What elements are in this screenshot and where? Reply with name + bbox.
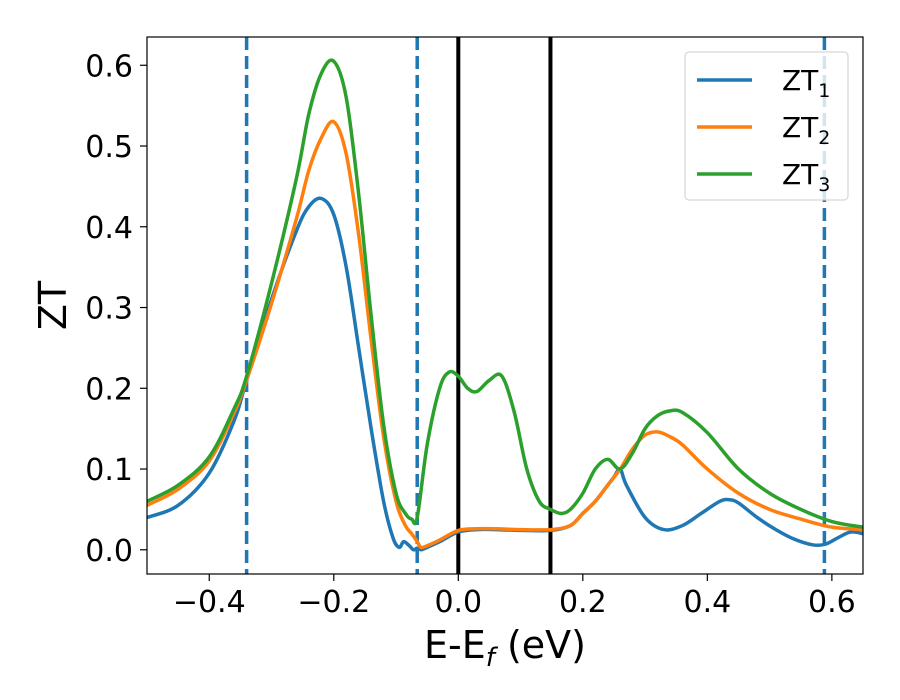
- series-lines: [147, 58, 863, 552]
- y-tick-label: 0.2: [85, 372, 133, 407]
- x-tick-label: 0.2: [559, 585, 607, 620]
- y-tick-label: 0.0: [85, 534, 133, 569]
- series-line-zt2: [147, 119, 863, 550]
- x-tick-label: −0.4: [173, 585, 246, 620]
- y-axis-label: ZT: [31, 280, 75, 330]
- x-axis-label-tail: (eV): [495, 623, 586, 667]
- plot-frame: [146, 36, 864, 575]
- y-tick-label: 0.3: [85, 292, 133, 327]
- x-tick-label: 0.6: [808, 585, 856, 620]
- x-axis-label: E-Ef (eV): [424, 623, 586, 673]
- y-tick-label: 0.5: [85, 130, 133, 165]
- x-tick-label: 0.0: [434, 585, 482, 620]
- vertical-reference-lines: [244, 37, 827, 574]
- legend-label-zt3: ZT3: [782, 158, 830, 196]
- x-tick-label: 0.4: [683, 585, 731, 620]
- legend: ZT1 ZT2 ZT3: [684, 51, 849, 201]
- x-axis-label-main: E-E: [424, 623, 486, 667]
- series-line-zt3: [147, 58, 863, 529]
- x-tick-label: −0.2: [297, 585, 370, 620]
- y-tick-label: 0.6: [85, 49, 133, 84]
- legend-box: [684, 51, 849, 201]
- series-line-zt1: [147, 196, 863, 552]
- legend-label-zt2: ZT2: [782, 111, 830, 149]
- y-tick-label: 0.4: [85, 211, 133, 246]
- legend-label-zt1: ZT1: [782, 64, 830, 102]
- y-tick-label: 0.1: [85, 453, 133, 488]
- y-axis-ticks: 0.0 0.1 0.2 0.3 0.4 0.5 0.6: [85, 49, 147, 569]
- x-axis-ticks: −0.4 −0.2 0.0 0.2 0.4 0.6: [173, 574, 856, 620]
